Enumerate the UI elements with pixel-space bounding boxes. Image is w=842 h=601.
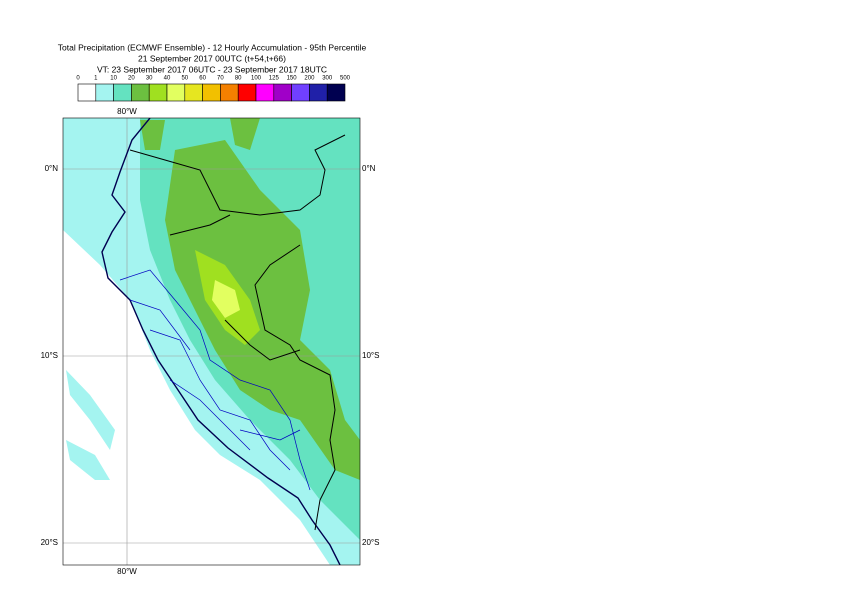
colorbar-box [166, 83, 186, 102]
colorbar: 0 1 10 20 30 40 50 60 70 80 100 125 150 200 300 500 [76, 76, 351, 102]
lat-label: 10°S [362, 351, 379, 360]
lat-label: 20°S [362, 538, 379, 547]
colorbar-box [237, 83, 257, 102]
colorbar-box [148, 83, 168, 102]
colorbar-box [273, 83, 292, 102]
colorbar-box [291, 83, 310, 102]
lon-label: 80°W [117, 567, 137, 576]
lon-label: 80°W [117, 107, 137, 116]
colorbar-label: 40 [164, 76, 171, 82]
colorbar-label: 500 [340, 76, 351, 82]
colorbar-label: 125 [269, 76, 280, 82]
colorbar-box [131, 83, 150, 102]
lat-label: 0°N [45, 164, 59, 173]
coastline [101, 118, 341, 565]
colorbar-label: 30 [146, 76, 153, 82]
colorbar-label: 200 [304, 76, 315, 82]
colorbar-box [113, 83, 132, 102]
lat-label: 0°N [362, 164, 376, 173]
colorbar-box [309, 83, 328, 102]
precip-light-patch [66, 370, 115, 480]
region-borders [119, 269, 311, 491]
colorbar-box [202, 83, 221, 102]
colorbar-label: 50 [181, 76, 188, 82]
colorbar-label: 150 [287, 76, 298, 82]
colorbar-box [220, 83, 239, 102]
colorbar-label: 1 [94, 76, 98, 82]
title-line: VT: 23 September 2017 06UTC - 23 Septemb… [97, 64, 327, 74]
title-line: Total Precipitation (ECMWF Ensemble) - 1… [58, 42, 367, 52]
precip-heavy-n [140, 118, 260, 150]
colorbar-label: 100 [251, 76, 262, 82]
colorbar-label: 20 [128, 76, 135, 82]
colorbar-label: 80 [235, 76, 242, 82]
map-frame [62, 117, 361, 566]
map [63, 118, 360, 565]
colorbar-label: 70 [217, 76, 224, 82]
lat-label: 10°S [41, 351, 58, 360]
lat-label: 20°S [41, 538, 58, 547]
colorbar-label: 300 [322, 76, 333, 82]
colorbar-box [77, 83, 97, 102]
precip-heavy [165, 140, 360, 480]
colorbar-label: 0 [76, 76, 80, 82]
colorbar-box [255, 83, 275, 102]
colorbar-label: 10 [110, 76, 117, 82]
precip-peak [212, 280, 240, 318]
title-line: 21 September 2017 00UTC (t+54,t+66) [138, 53, 286, 63]
country-border [129, 134, 346, 531]
colorbar-box [184, 83, 203, 102]
colorbar-box [95, 83, 114, 102]
colorbar-box [326, 83, 346, 102]
colorbar-label: 60 [199, 76, 206, 82]
